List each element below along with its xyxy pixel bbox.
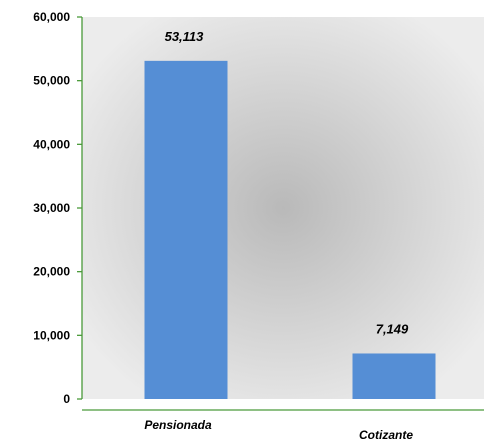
- y-tick-label: 0: [63, 392, 70, 406]
- y-tick-label: 30,000: [33, 201, 70, 215]
- data-label: 53,113: [165, 29, 205, 44]
- bar-cotizante: [352, 353, 436, 399]
- y-tick-label: 50,000: [33, 74, 70, 88]
- y-tick-label: 60,000: [33, 10, 70, 24]
- bar-pensionada: [144, 60, 228, 400]
- category-label: Cotizante: [359, 428, 413, 442]
- y-tick-label: 40,000: [33, 137, 70, 151]
- data-labels: 53,113 7,149: [165, 29, 409, 337]
- y-axis-ticks: 0 10,000 20,000 30,000 40,000 50,000 60,000: [33, 10, 82, 406]
- category-label: Pensionada: [144, 418, 212, 432]
- bars: [144, 60, 436, 400]
- y-tick-label: 10,000: [33, 328, 70, 342]
- data-label: 7,149: [376, 321, 409, 336]
- plot-area: [82, 17, 484, 399]
- category-labels: Pensionada Cotizante: [144, 418, 413, 442]
- y-tick-label: 20,000: [33, 265, 70, 279]
